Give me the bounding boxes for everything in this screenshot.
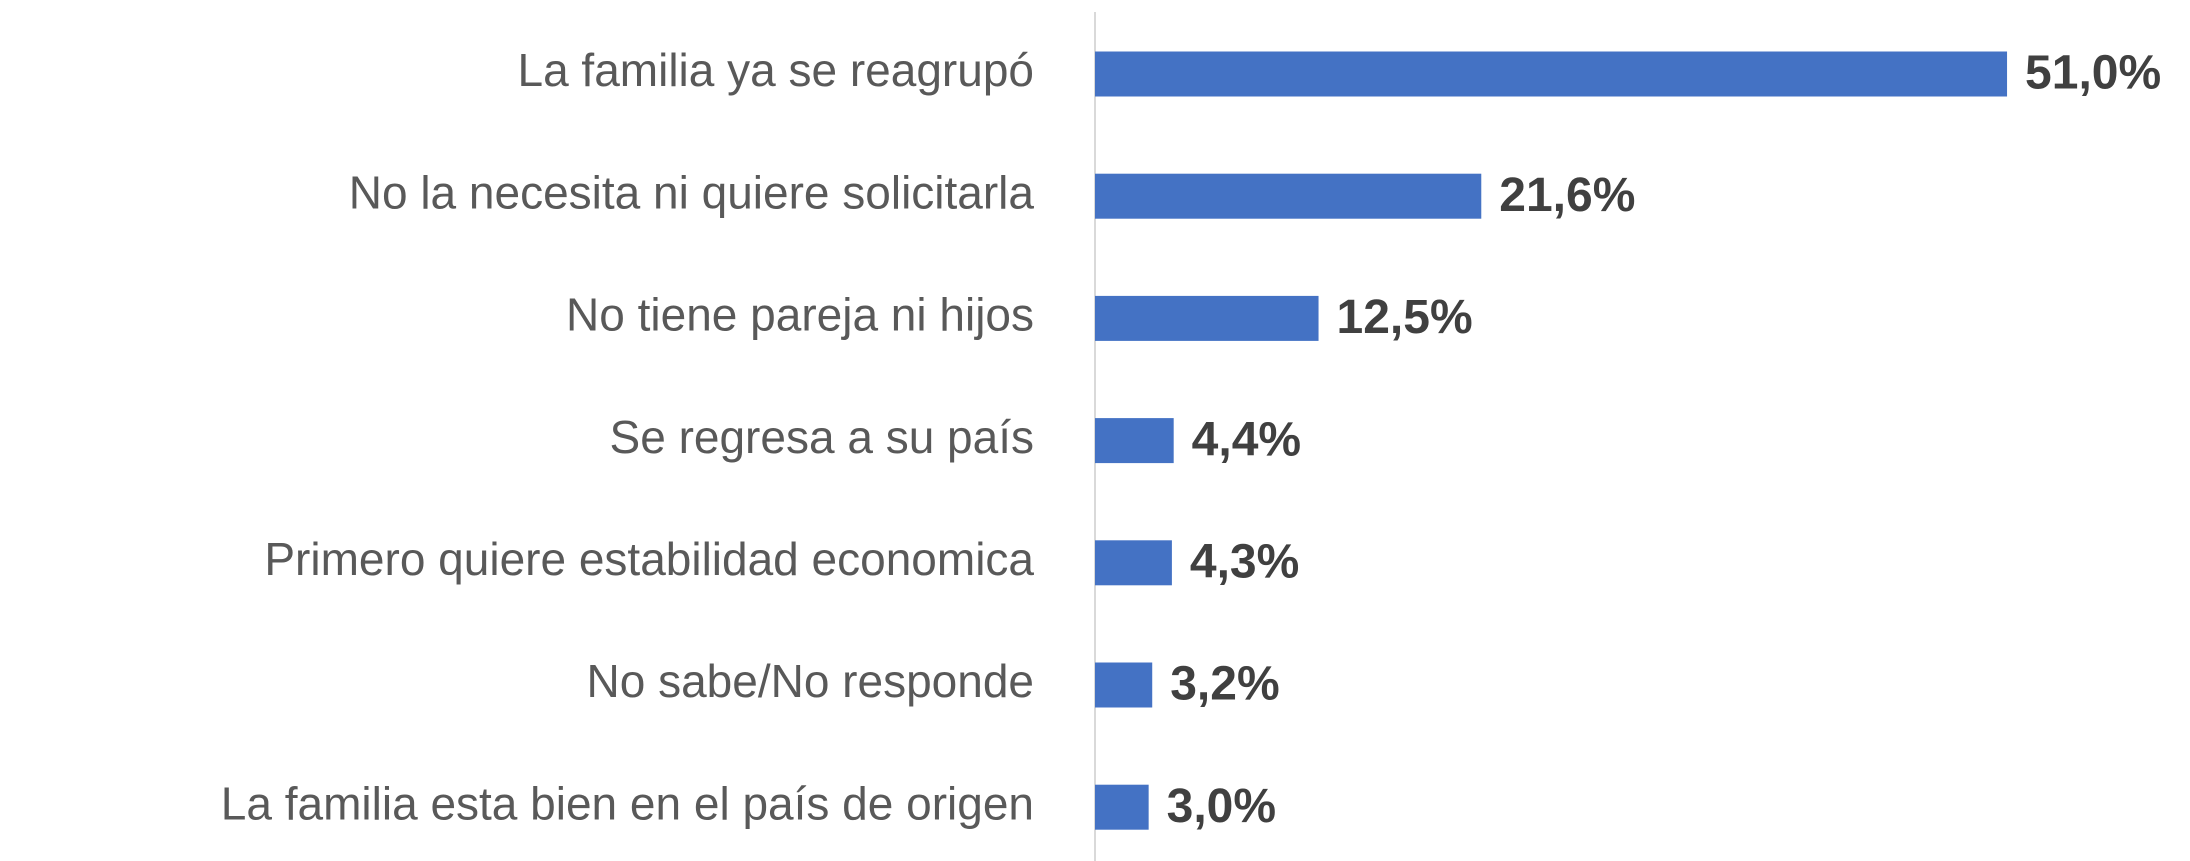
category-label: La familia ya se reagrupó (517, 44, 1034, 96)
value-label: 4,3% (1190, 535, 1299, 588)
category-label: No la necesita ni quiere solicitarla (349, 166, 1035, 218)
bar (1095, 418, 1174, 464)
bar (1095, 662, 1153, 708)
value-label: 12,5% (1337, 291, 1473, 344)
bar (1095, 173, 1482, 219)
value-label: 4,4% (1192, 413, 1301, 466)
category-label: Se regresa a su país (610, 411, 1034, 463)
bar (1095, 540, 1172, 586)
category-label: Primero quiere estabilidad economica (264, 533, 1034, 585)
value-label: 51,0% (2025, 47, 2161, 100)
category-label: No sabe/No responde (586, 655, 1034, 707)
bar (1095, 784, 1149, 830)
category-label: La familia esta bien en el país de orige… (221, 777, 1034, 829)
bar (1095, 295, 1319, 341)
value-label: 21,6% (1499, 169, 1635, 222)
value-label: 3,2% (1170, 658, 1279, 711)
category-label: No tiene pareja ni hijos (566, 289, 1034, 341)
value-label: 3,0% (1167, 780, 1276, 833)
bar (1095, 51, 2008, 97)
